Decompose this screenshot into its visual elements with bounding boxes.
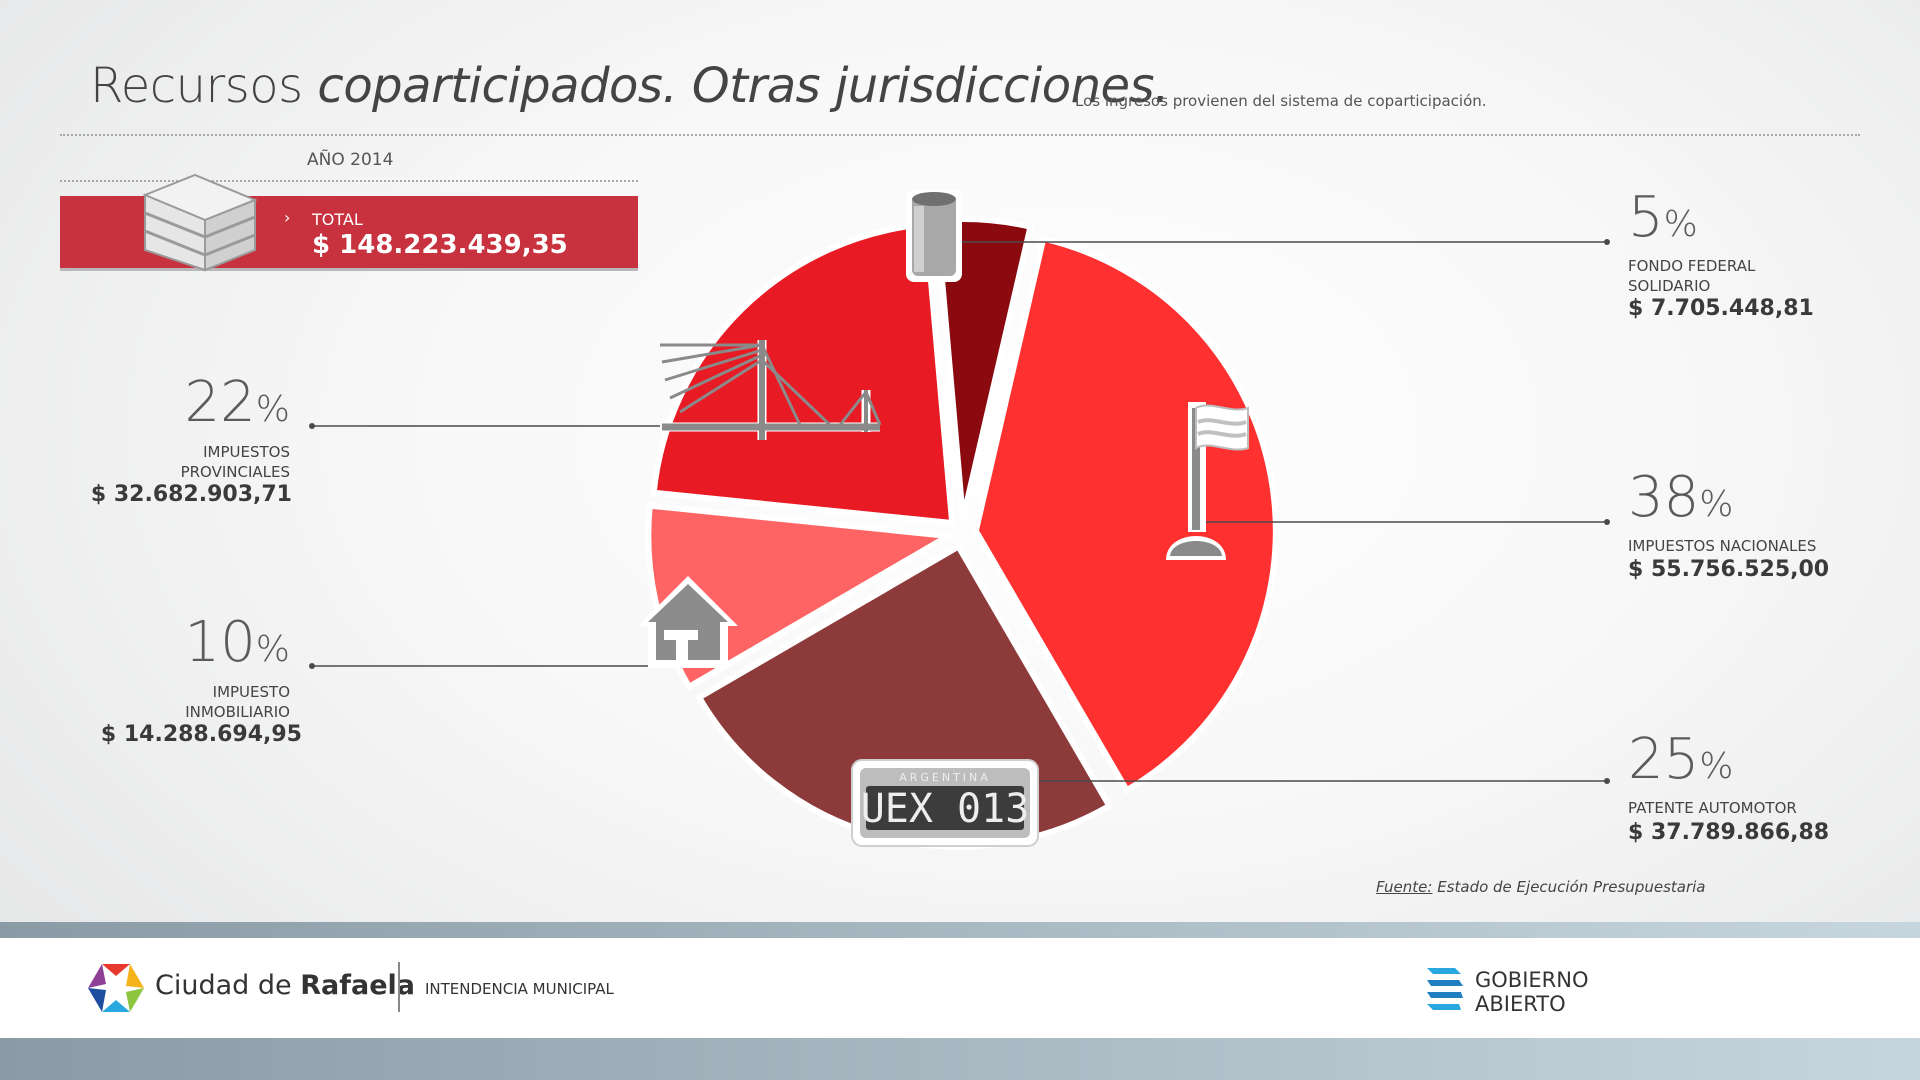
page-title: Recursos coparticipados. Otras jurisdicc… <box>90 58 1169 114</box>
plate-number: UEX 013 <box>861 786 1030 832</box>
intendencia-label: INTENDENCIA MUNICIPAL <box>425 980 614 998</box>
source-note: Fuente: Estado de Ejecución Presupuestar… <box>1376 878 1706 896</box>
leader-dot-nacionales <box>1604 519 1610 525</box>
footer-band-bottom <box>0 1038 1920 1080</box>
year-label: AÑO 2014 <box>307 150 394 170</box>
footer-band-top <box>0 922 1920 938</box>
leader-dot-inmobiliario <box>309 663 315 669</box>
total-label: TOTAL <box>312 210 363 229</box>
can-icon <box>906 190 962 282</box>
title-plain: Recursos <box>90 58 318 114</box>
pie-slice-impuestos-nacionales <box>972 234 1279 795</box>
footer <box>0 938 1920 1038</box>
total-value: $ 148.223.439,35 <box>312 230 568 260</box>
leader-dot-patente <box>1604 778 1610 784</box>
total-arrow-icon: › <box>284 208 291 227</box>
dotted-divider <box>60 134 1860 136</box>
bridge-icon <box>662 340 880 440</box>
amount-patente: $ 37.789.866,88 <box>1628 820 1830 845</box>
pct-provinciales: 22% <box>184 370 290 435</box>
page-subtitle: Los ingresos provienen del sistema de co… <box>1075 92 1487 110</box>
license-plate-icon: ARGENTINA UEX 013 <box>851 759 1039 847</box>
gobierno-abierto-icon <box>1427 968 1463 1010</box>
house-icon <box>638 576 738 668</box>
plate-country: ARGENTINA <box>899 771 991 784</box>
building-icon <box>142 173 258 272</box>
amount-nacionales: $ 55.756.525,00 <box>1628 557 1830 582</box>
label-patente: PATENTE AUTOMOTOR <box>1628 799 1797 817</box>
pie-slice-fondo-federal-solidario <box>933 216 1035 520</box>
title-italic: coparticipados. Otras jurisdicciones. <box>317 58 1169 114</box>
amount-fondo: $ 7.705.448,81 <box>1628 296 1814 321</box>
gobierno-abierto-label: GOBIERNO ABIERTO <box>1475 968 1589 1016</box>
leader-dot-fondo <box>1604 239 1610 245</box>
label-fondo: FONDO FEDERAL SOLIDARIO <box>1628 257 1756 295</box>
pct-patente: 25% <box>1628 727 1734 792</box>
amount-provinciales: $ 32.682.903,71 <box>90 482 292 507</box>
city-name: Ciudad de Rafaela <box>155 970 415 1001</box>
label-inmobiliario: IMPUESTO INMOBILIARIO <box>185 683 290 721</box>
pie-slice-impuesto-inmobiliario <box>645 502 958 691</box>
label-provinciales: IMPUESTOS PROVINCIALES <box>180 443 290 481</box>
amount-inmobiliario: $ 14.288.694,95 <box>100 722 302 747</box>
pct-nacionales: 38% <box>1628 465 1734 530</box>
dotted-divider-year <box>60 180 638 182</box>
pie-slice-impuestos-provinciales <box>650 220 956 527</box>
flag-icon <box>1166 402 1249 560</box>
label-nacionales: IMPUESTOS NACIONALES <box>1628 537 1817 555</box>
pie-slice-patente-automotor <box>695 542 1114 850</box>
pct-fondo: 5% <box>1628 185 1698 250</box>
city-logo-icon <box>88 964 144 1012</box>
leader-dot-provinciales <box>309 423 315 429</box>
pct-inmobiliario: 10% <box>184 610 290 675</box>
footer-divider <box>398 962 400 1012</box>
